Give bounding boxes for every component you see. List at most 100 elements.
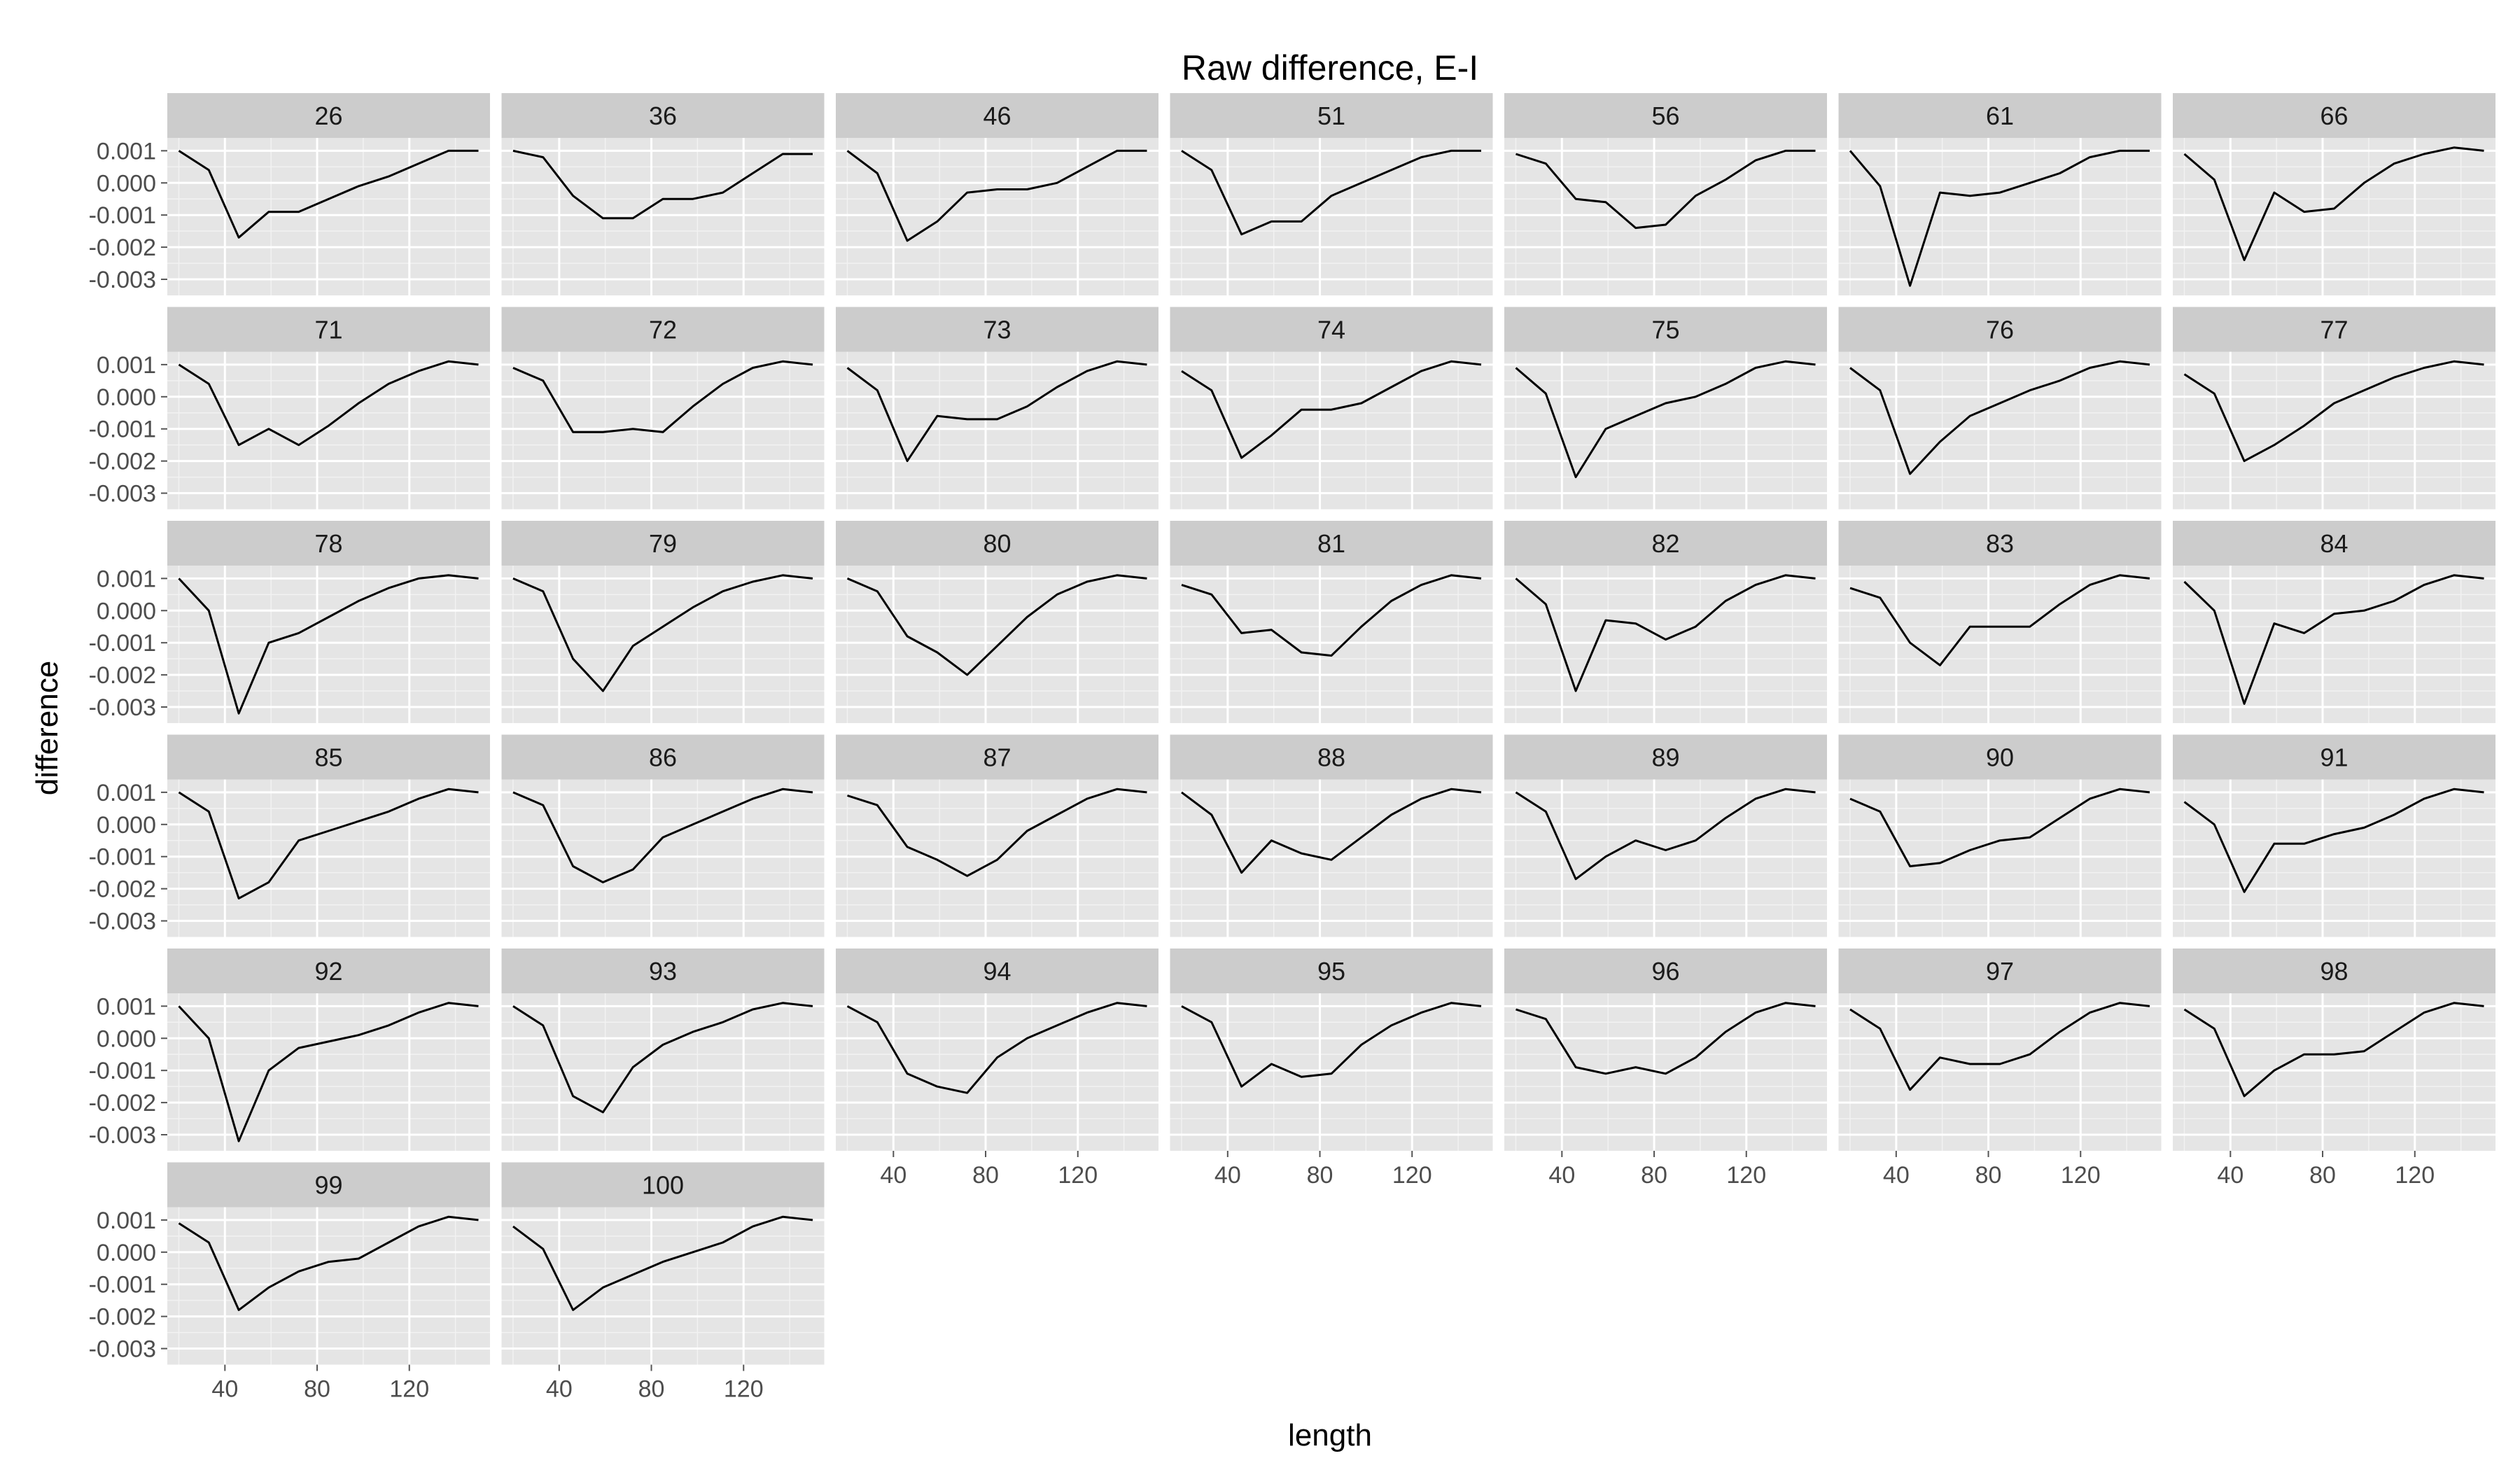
facet-panel-78: 78 0.001 0.000 -0.001 -0.002 -0.003 bbox=[89, 521, 490, 723]
facet-panel-66: 66 bbox=[2173, 93, 2496, 295]
panel-background bbox=[1504, 993, 1827, 1151]
panel-background bbox=[836, 351, 1158, 510]
y-tick-label: -0.001 bbox=[89, 630, 156, 657]
series-line bbox=[1849, 574, 2150, 666]
x-tick-label: 120 bbox=[2061, 1162, 2101, 1189]
x-tick-label: 80 bbox=[2309, 1162, 2336, 1189]
facet-strip bbox=[2173, 521, 2496, 566]
panel-background bbox=[167, 779, 490, 937]
facet-panel-61: 61 bbox=[1838, 93, 2162, 295]
facet-strip bbox=[1170, 948, 1493, 993]
facet-strip-label: 74 bbox=[1317, 316, 1345, 344]
panel-background bbox=[501, 138, 825, 295]
facet-panel-85: 85 0.001 0.000 -0.001 -0.002 -0.003 bbox=[89, 734, 490, 937]
facet-strip-label: 86 bbox=[649, 743, 677, 772]
panel-background bbox=[167, 138, 490, 295]
facet-panel-95: 95 40 80 120 bbox=[1170, 948, 1493, 1189]
series-line bbox=[1516, 149, 1816, 230]
facet-panel-36: 36 bbox=[501, 93, 825, 295]
series-line bbox=[2183, 788, 2484, 893]
facet-panel-46: 46 bbox=[836, 93, 1158, 295]
facet-strip bbox=[1504, 521, 1827, 566]
x-tick-label: 40 bbox=[1548, 1162, 1575, 1189]
y-tick-label: -0.001 bbox=[89, 416, 156, 443]
series-line bbox=[2183, 146, 2484, 261]
series-line bbox=[512, 149, 813, 220]
facet-strip-label: 36 bbox=[649, 102, 677, 130]
facet-strip-label: 81 bbox=[1317, 529, 1345, 558]
x-tick-label: 40 bbox=[1883, 1162, 1910, 1189]
x-tick-label: 80 bbox=[972, 1162, 999, 1189]
y-tick-label: -0.001 bbox=[89, 1272, 156, 1298]
series-line bbox=[178, 1215, 479, 1311]
facet-strip bbox=[1838, 93, 2162, 138]
facet-strip-label: 46 bbox=[983, 102, 1011, 130]
facet-panel-83: 83 bbox=[1838, 521, 2162, 723]
y-tick-label: -0.002 bbox=[89, 1090, 156, 1116]
facet-strip bbox=[836, 521, 1158, 566]
facet-panel-75: 75 bbox=[1504, 307, 1827, 510]
facet-strip-label: 90 bbox=[1986, 743, 2014, 772]
series-line bbox=[846, 574, 1147, 676]
panel-background bbox=[836, 138, 1158, 295]
y-tick-label: 0.000 bbox=[97, 812, 156, 839]
facet-panel-56: 56 bbox=[1504, 93, 1827, 295]
x-tick-label: 80 bbox=[638, 1376, 665, 1403]
facet-panel-91: 91 bbox=[2173, 734, 2496, 937]
x-tick-label: 120 bbox=[1392, 1162, 1432, 1189]
y-tick-label: 0.000 bbox=[97, 1240, 156, 1266]
x-tick-label: 80 bbox=[1641, 1162, 1667, 1189]
facet-panel-86: 86 bbox=[501, 734, 825, 937]
y-tick-label: -0.003 bbox=[89, 267, 156, 293]
facet-strip-label: 26 bbox=[314, 102, 342, 130]
series-line bbox=[1849, 360, 2150, 475]
facet-strip-label: 73 bbox=[983, 316, 1011, 344]
facet-panel-100: 100 40 80 120 bbox=[501, 1162, 825, 1403]
y-tick-label: -0.002 bbox=[89, 876, 156, 903]
x-tick-label: 40 bbox=[880, 1162, 906, 1189]
series-line bbox=[178, 788, 479, 899]
series-line bbox=[846, 1002, 1147, 1094]
x-tick-label: 40 bbox=[211, 1376, 238, 1403]
facet-strip bbox=[1838, 307, 2162, 352]
facet-strip-label: 75 bbox=[1651, 316, 1679, 344]
series-line bbox=[1181, 360, 1482, 459]
facet-strip-label: 93 bbox=[649, 957, 677, 986]
facet-strip bbox=[2173, 734, 2496, 780]
facet-panel-81: 81 bbox=[1170, 521, 1493, 723]
facet-strip bbox=[1504, 948, 1827, 993]
facet-strip-label: 80 bbox=[983, 529, 1011, 558]
x-tick-label: 40 bbox=[2217, 1162, 2244, 1189]
x-tick-label: 80 bbox=[1975, 1162, 2002, 1189]
y-tick-label: -0.003 bbox=[89, 909, 156, 935]
facet-strip bbox=[836, 93, 1158, 138]
facet-strip-label: 76 bbox=[1986, 316, 2014, 344]
facet-strip-label: 66 bbox=[2320, 102, 2348, 130]
facet-strip bbox=[501, 734, 825, 780]
panel-background bbox=[1504, 351, 1827, 510]
chart-title: Raw difference, E-I bbox=[1182, 48, 1478, 88]
panel-background bbox=[1170, 566, 1493, 723]
series-line bbox=[178, 1002, 479, 1142]
facet-strip bbox=[2173, 93, 2496, 138]
facet-panel-51: 51 bbox=[1170, 93, 1493, 295]
y-tick-label: 0.000 bbox=[97, 384, 156, 411]
y-tick-label: 0.001 bbox=[97, 352, 156, 379]
facet-grid: 26 0.001 0.000 -0.001 -0.002 -0.003 36 46 51 56 61… bbox=[89, 93, 2496, 1403]
x-tick-label: 120 bbox=[1058, 1162, 1098, 1189]
facet-strip-label: 92 bbox=[314, 957, 342, 986]
series-line bbox=[2183, 574, 2484, 705]
facet-strip-label: 95 bbox=[1317, 957, 1345, 986]
facet-strip bbox=[1504, 93, 1827, 138]
panel-background bbox=[167, 566, 490, 723]
facet-strip-label: 84 bbox=[2320, 529, 2348, 558]
x-tick-label: 40 bbox=[546, 1376, 573, 1403]
y-tick-label: 0.001 bbox=[97, 993, 156, 1020]
series-line bbox=[1515, 788, 1816, 881]
panel-background bbox=[1838, 779, 2162, 937]
facet-strip bbox=[501, 521, 825, 566]
panel-background bbox=[167, 351, 490, 510]
facet-strip bbox=[1170, 93, 1493, 138]
y-tick-label: -0.002 bbox=[89, 662, 156, 689]
series-line bbox=[512, 788, 813, 883]
